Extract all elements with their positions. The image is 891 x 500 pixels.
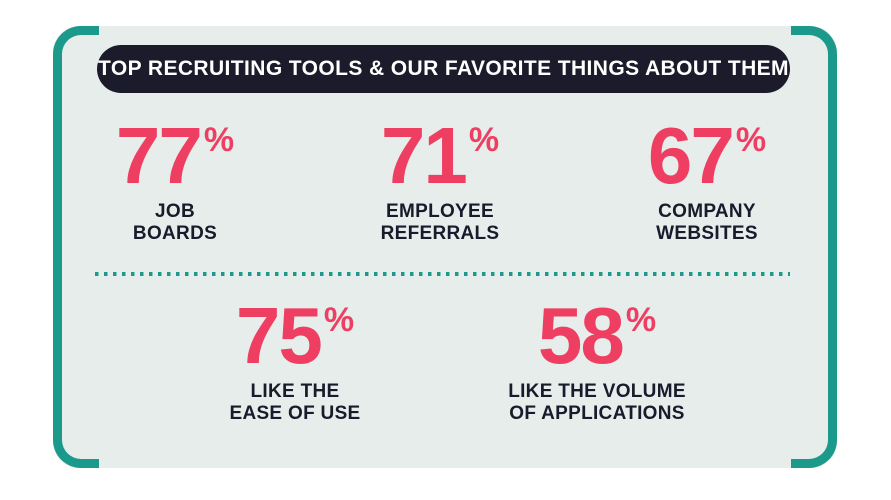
stat-number: 67 [647, 111, 735, 200]
stat-value: 67% [587, 116, 827, 196]
stat-volume-of-applications: 58% LIKE THE VOLUME OF APPLICATIONS [457, 296, 737, 426]
page-title: TOP RECRUITING TOOLS & OUR FAVORITE THIN… [98, 57, 789, 80]
frame-corner-top-right [791, 26, 837, 84]
stat-value: 75% [155, 296, 435, 376]
frame-side-left [53, 78, 62, 416]
frame-corner-top-left [53, 26, 99, 84]
stat-label: LIKE THE EASE OF USE [229, 381, 361, 425]
stat-label: JOB BOARDS [132, 201, 218, 245]
percent-sign: % [625, 301, 657, 339]
stat-value: 58% [457, 296, 737, 376]
frame-corner-bottom-right [791, 410, 837, 468]
frame-corner-bottom-left [53, 410, 99, 468]
infographic-panel: TOP RECRUITING TOOLS & OUR FAVORITE THIN… [53, 26, 837, 468]
stat-value: 71% [320, 116, 560, 196]
stat-number: 71 [380, 111, 468, 200]
stat-label: EMPLOYEE REFERRALS [380, 201, 500, 245]
stat-job-boards: 77% JOB BOARDS [55, 116, 295, 246]
frame-side-right [828, 78, 837, 416]
stat-number: 77 [115, 111, 203, 200]
percent-sign: % [203, 121, 235, 159]
percent-sign: % [735, 121, 767, 159]
dotted-divider [95, 272, 790, 276]
stat-ease-of-use: 75% LIKE THE EASE OF USE [155, 296, 435, 426]
stat-label: LIKE THE VOLUME OF APPLICATIONS [508, 381, 686, 425]
stat-label: COMPANY WEBSITES [656, 201, 758, 245]
percent-sign: % [468, 121, 500, 159]
stat-number: 75 [235, 291, 323, 380]
stat-company-websites: 67% COMPANY WEBSITES [587, 116, 827, 246]
stat-value: 77% [55, 116, 295, 196]
stat-employee-referrals: 71% EMPLOYEE REFERRALS [320, 116, 560, 246]
stat-number: 58 [537, 291, 625, 380]
title-banner: TOP RECRUITING TOOLS & OUR FAVORITE THIN… [97, 45, 790, 93]
percent-sign: % [323, 301, 355, 339]
